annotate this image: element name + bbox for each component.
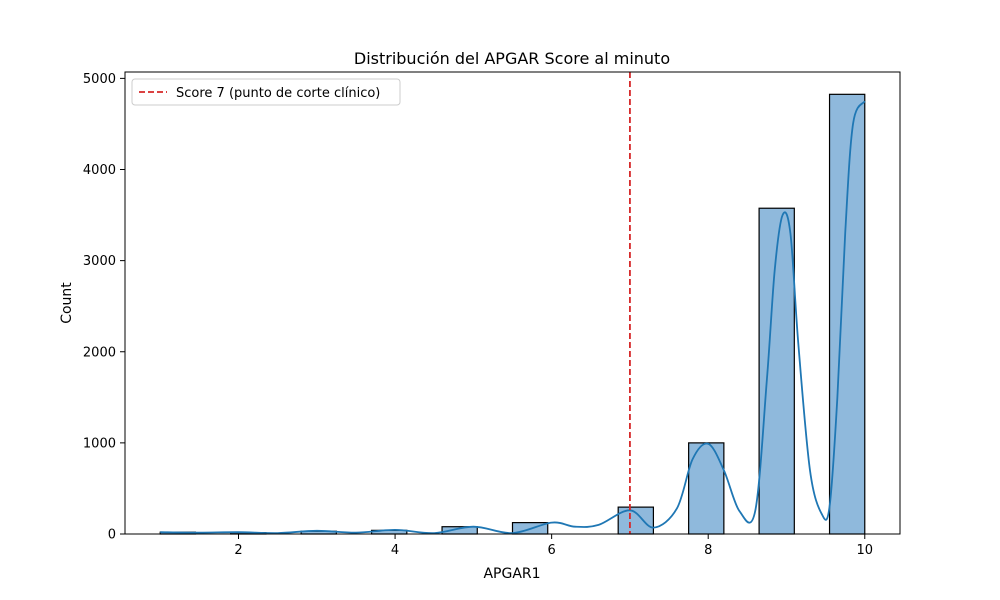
kde-curve-group (160, 100, 866, 535)
x-tick-label-8: 8 (704, 543, 712, 558)
y-tick-label-5000: 5000 (83, 72, 116, 87)
y-tick-label-4000: 4000 (83, 163, 116, 178)
histogram-bars (159, 93, 866, 535)
y-axis-ticks: 0 1000 2000 3000 4000 5000 (83, 72, 125, 543)
x-tick-label-10: 10 (856, 543, 873, 558)
y-tick-label-3000: 3000 (83, 254, 116, 269)
x-tick-label-6: 6 (548, 543, 556, 558)
chart-title: Distribución del APGAR Score al minuto (354, 49, 670, 68)
x-tick-label-2: 2 (234, 543, 242, 558)
x-axis-ticks: 2 4 6 8 10 (234, 534, 873, 558)
x-axis-label: APGAR1 (483, 566, 540, 582)
legend: Score 7 (punto de corte clínico) (131, 78, 401, 106)
histogram-bar-9 (828, 93, 866, 535)
y-tick-label-0: 0 (108, 528, 116, 543)
plot-frame (124, 71, 901, 535)
y-axis-label: Count (59, 282, 75, 324)
y-tick-label-1000: 1000 (83, 436, 116, 451)
legend-label-reference-line: Score 7 (punto de corte clínico) (176, 86, 380, 101)
kde-curve (160, 100, 866, 535)
legend-box (131, 78, 401, 106)
x-tick-label-4: 4 (391, 543, 399, 558)
y-tick-label-2000: 2000 (83, 345, 116, 360)
